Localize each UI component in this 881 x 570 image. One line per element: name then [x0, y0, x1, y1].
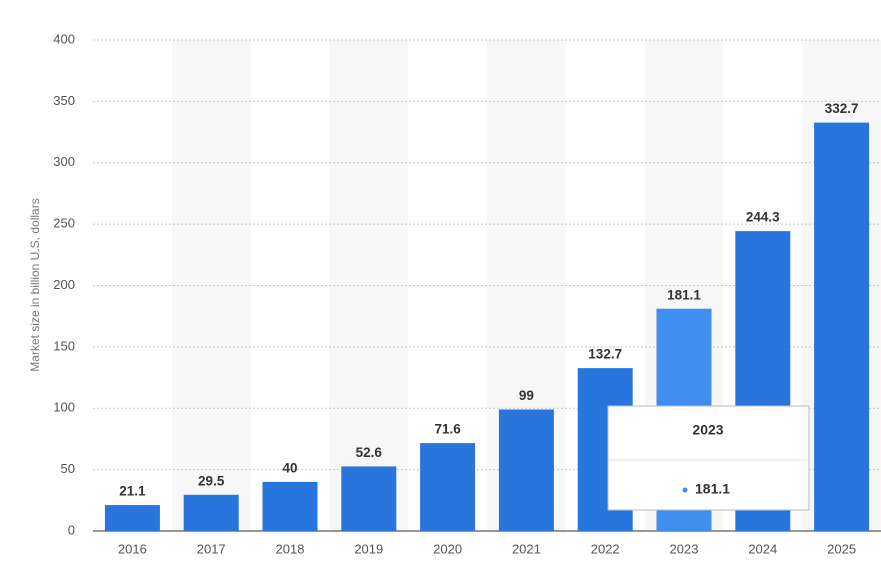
tooltip-dot [682, 487, 688, 493]
y-tick-label: 200 [53, 277, 75, 292]
data-label: 21.1 [119, 484, 146, 499]
tooltip-value: 181.1 [695, 481, 730, 497]
y-tick-label: 50 [61, 461, 75, 476]
y-axis-label: Market size in billion U.S. dollars [28, 198, 42, 371]
x-tick-label: 2016 [118, 541, 147, 556]
x-tick-label: 2022 [591, 541, 620, 556]
bar[interactable] [262, 481, 318, 531]
y-tick-label: 250 [53, 216, 75, 231]
y-tick-label: 0 [68, 522, 75, 537]
y-tick-label: 150 [53, 338, 75, 353]
x-tick-label: 2017 [197, 541, 226, 556]
data-label: 71.6 [434, 422, 461, 437]
x-tick-label: 2021 [512, 541, 541, 556]
y-tick-label: 350 [53, 93, 75, 108]
y-tick-label: 300 [53, 154, 75, 169]
data-label: 40 [282, 460, 297, 475]
tooltip-box [607, 405, 810, 511]
x-tick-label: 2020 [433, 541, 462, 556]
bar[interactable] [104, 505, 160, 531]
x-tick-label: 2023 [670, 541, 699, 556]
data-label: 132.7 [588, 347, 622, 362]
bar[interactable] [183, 494, 239, 531]
bar[interactable] [814, 122, 870, 531]
tooltip: 2023 181.1 [607, 405, 810, 511]
tooltip-title: 2023 [692, 422, 723, 438]
x-tick-label: 2024 [748, 541, 777, 556]
data-label: 52.6 [356, 445, 383, 460]
y-tick-label: 400 [53, 31, 75, 46]
bar[interactable] [420, 443, 476, 531]
data-label: 29.5 [198, 473, 225, 488]
x-tick-label: 2018 [276, 541, 305, 556]
data-label: 244.3 [746, 210, 780, 225]
x-tick-label: 2019 [354, 541, 383, 556]
data-label: 332.7 [825, 101, 859, 116]
bar[interactable] [341, 466, 397, 531]
y-tick-label: 100 [53, 400, 75, 415]
bar[interactable] [498, 409, 554, 531]
data-label: 99 [519, 388, 534, 403]
x-tick-label: 2025 [827, 541, 856, 556]
data-label: 181.1 [667, 287, 701, 302]
